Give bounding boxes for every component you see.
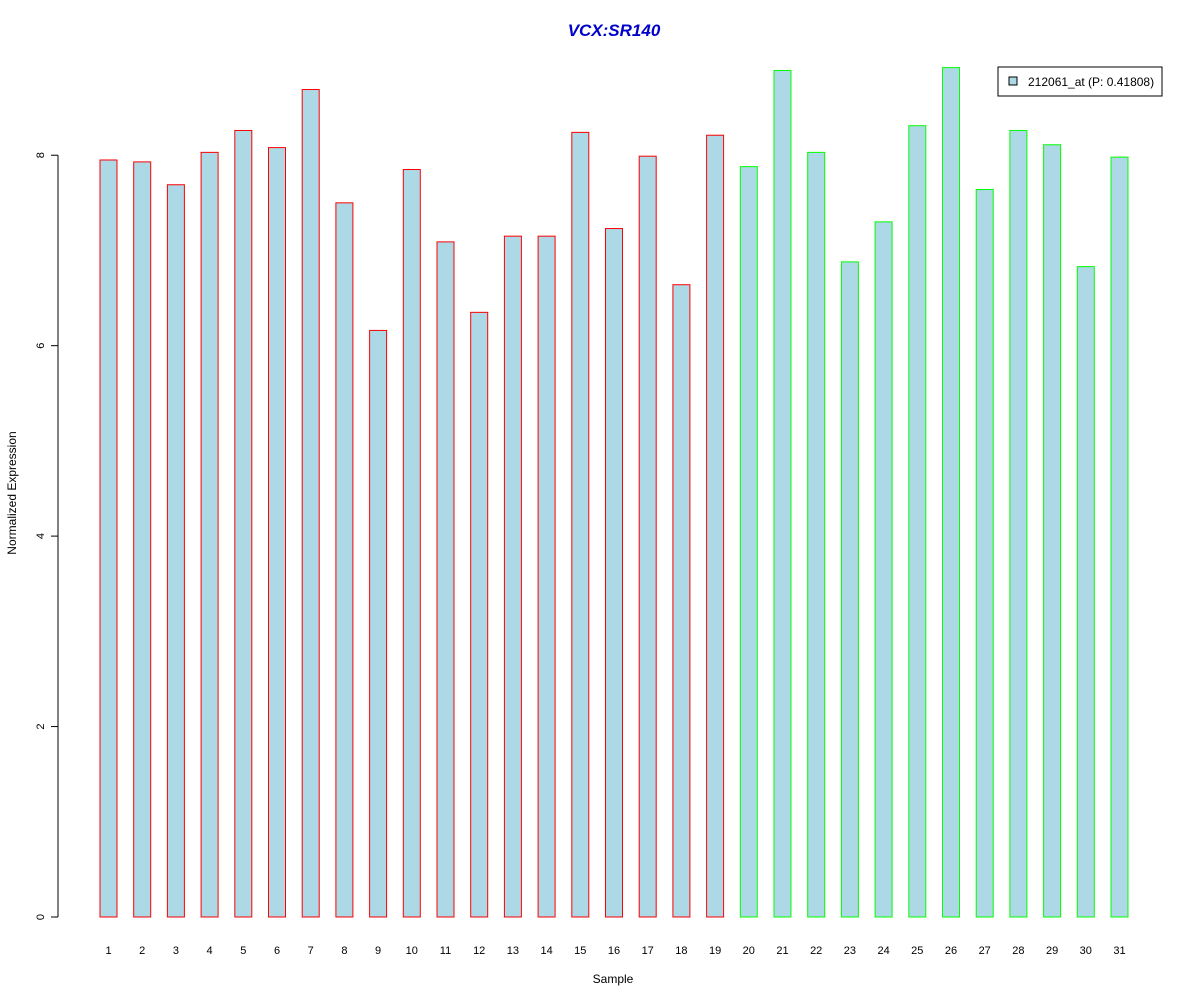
bar-sample-21 xyxy=(773,69,792,918)
bar-sample-16 xyxy=(605,228,623,918)
bar-sample-20 xyxy=(739,166,758,918)
bar-sample-15 xyxy=(571,131,590,918)
x-tick-label: 13 xyxy=(507,945,519,957)
x-tick-label: 28 xyxy=(1012,945,1024,957)
legend-swatch xyxy=(1008,76,1018,86)
x-tick-label: 14 xyxy=(540,945,552,957)
y-tick-label: 2 xyxy=(35,723,47,729)
bar-sample-11 xyxy=(436,241,455,918)
x-tick-label: 10 xyxy=(406,945,418,957)
bar-sample-4 xyxy=(200,151,219,918)
bar-sample-18 xyxy=(672,284,691,918)
x-tick-label: 15 xyxy=(574,945,586,957)
x-tick-label: 3 xyxy=(173,945,179,957)
x-tick-label: 31 xyxy=(1113,945,1125,957)
x-tick-labels: 1 2 3 4 5 6 7 8 9 10 11 12 13 14 15 16 17 18 19 20 21 22 23 24 2… xyxy=(105,945,1125,957)
bar-sample-28 xyxy=(1009,129,1028,918)
y-axis-label: Normalized Expression xyxy=(5,431,19,554)
x-tick-label: 12 xyxy=(473,945,485,957)
bar-sample-3 xyxy=(166,184,185,918)
x-tick-label: 8 xyxy=(341,945,347,957)
y-axis: 0 2 4 6 8 xyxy=(35,152,59,920)
x-tick-label: 17 xyxy=(642,945,654,957)
x-tick-label: 6 xyxy=(274,945,280,957)
bar-sample-6 xyxy=(268,147,286,918)
bar-sample-31 xyxy=(1110,156,1129,918)
x-tick-label: 30 xyxy=(1080,945,1092,957)
x-tick-label: 18 xyxy=(675,945,687,957)
x-axis-label: Sample xyxy=(593,972,634,986)
x-tick-label: 5 xyxy=(240,945,246,957)
bar-sample-8 xyxy=(335,202,354,918)
legend-box xyxy=(997,66,1163,97)
bar-sample-14 xyxy=(537,235,556,918)
x-tick-label: 27 xyxy=(979,945,991,957)
bar-sample-10 xyxy=(402,169,421,918)
bar-sample-5 xyxy=(234,129,253,918)
x-tick-label: 23 xyxy=(844,945,856,957)
bar-sample-29 xyxy=(1043,144,1062,918)
x-tick-label: 9 xyxy=(375,945,381,957)
bars xyxy=(99,67,1129,918)
x-tick-label: 19 xyxy=(709,945,721,957)
legend-label: 212061_at (P: 0.41808) xyxy=(1028,75,1154,89)
bar-sample-22 xyxy=(807,151,826,918)
x-tick-label: 22 xyxy=(810,945,822,957)
bar-sample-9 xyxy=(369,329,388,918)
x-tick-label: 20 xyxy=(743,945,755,957)
y-tick-label: 6 xyxy=(35,343,47,349)
x-tick-label: 24 xyxy=(877,945,889,957)
bar-sample-23 xyxy=(840,261,859,918)
x-tick-label: 21 xyxy=(776,945,788,957)
bar-sample-19 xyxy=(706,134,725,918)
x-tick-label: 29 xyxy=(1046,945,1058,957)
x-tick-label: 11 xyxy=(440,945,451,957)
bar-sample-1 xyxy=(99,159,118,918)
y-tick-label: 8 xyxy=(35,152,47,158)
chart-title: VCX:SR140 xyxy=(568,21,661,40)
x-tick-label: 4 xyxy=(207,945,213,957)
y-tick-label: 4 xyxy=(35,533,47,539)
bar-sample-26 xyxy=(942,67,960,918)
x-tick-label: 7 xyxy=(308,945,314,957)
x-tick-label: 26 xyxy=(945,945,957,957)
bar-sample-2 xyxy=(133,161,152,918)
bar-sample-30 xyxy=(1076,266,1095,918)
legend: 212061_at (P: 0.41808) xyxy=(997,66,1163,97)
bar-sample-27 xyxy=(975,189,994,918)
bar-sample-24 xyxy=(874,221,893,918)
x-tick-label: 16 xyxy=(608,945,620,957)
x-tick-label: 25 xyxy=(911,945,923,957)
x-tick-label: 2 xyxy=(139,945,145,957)
bar-sample-7 xyxy=(301,89,320,918)
bar-sample-17 xyxy=(638,155,657,918)
bar-sample-25 xyxy=(908,125,927,918)
x-tick-label: 1 xyxy=(105,945,111,957)
bar-sample-13 xyxy=(503,235,522,918)
y-tick-label: 0 xyxy=(35,914,47,920)
bar-sample-12 xyxy=(470,311,489,918)
